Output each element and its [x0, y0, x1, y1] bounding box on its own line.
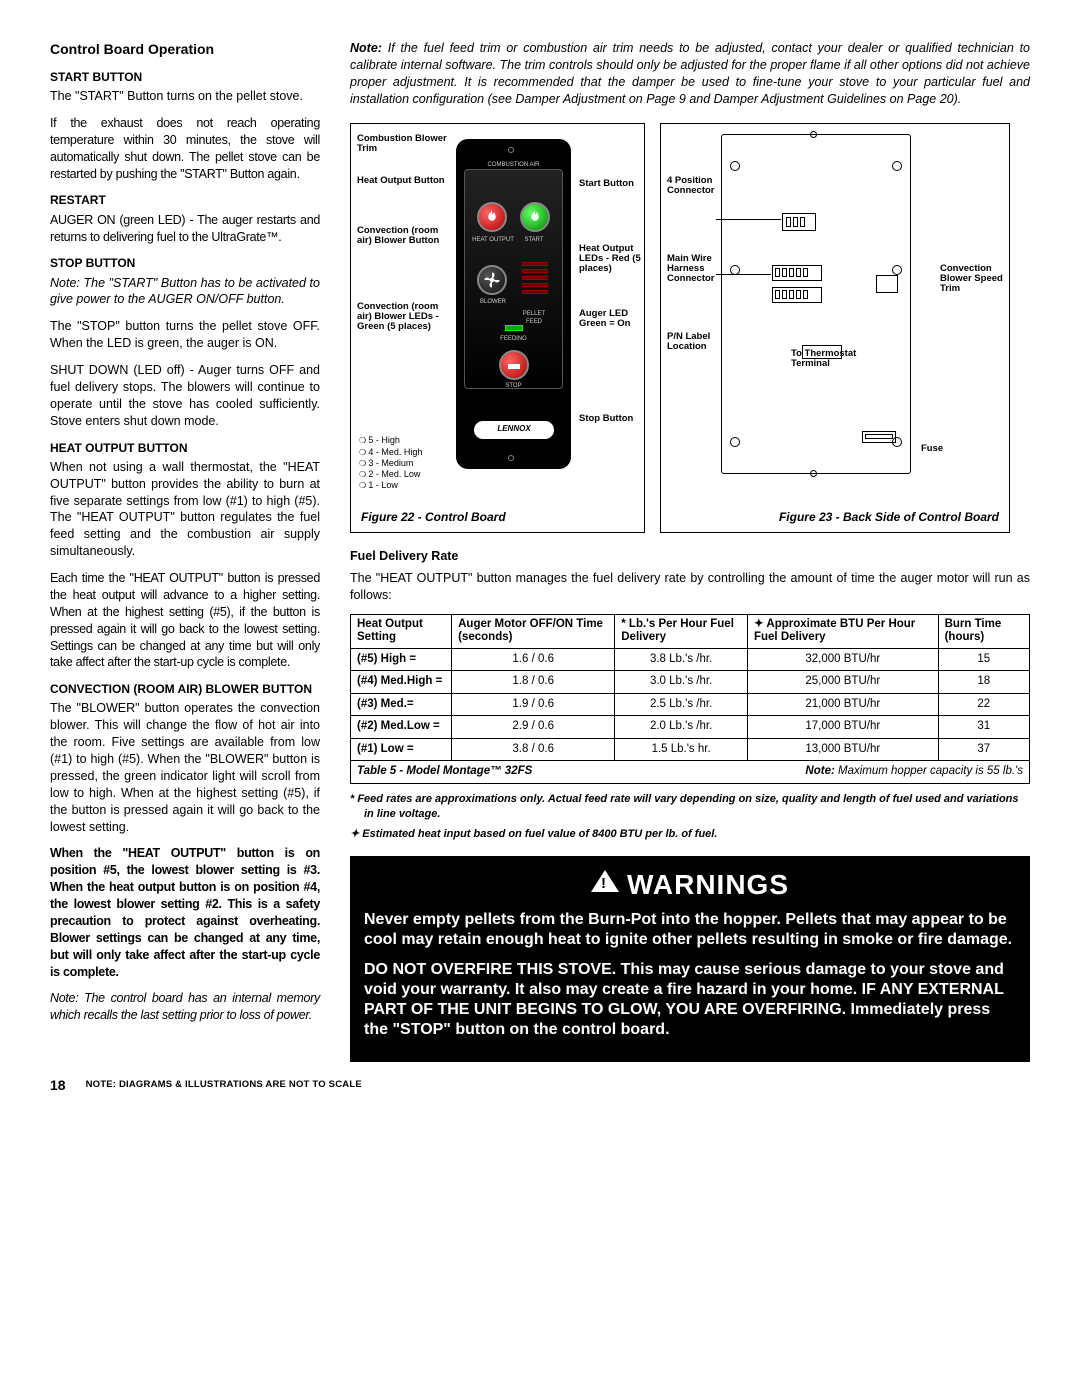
- blower-button-icon: [477, 265, 507, 295]
- fig22-label-auger: Auger LED Green = On: [579, 309, 639, 330]
- stop-p1: The "STOP" button turns the pellet stove…: [50, 318, 320, 352]
- pcb-outline: [721, 134, 911, 474]
- heat-p2: Each time the "HEAT OUTPUT" button is pr…: [50, 570, 320, 671]
- fig23-label-main: Main Wire Harness Connector: [667, 254, 722, 285]
- heat-p1: When not using a wall thermostat, the "H…: [50, 459, 320, 560]
- start-button-icon: [520, 202, 550, 232]
- fuel-table: Heat Output Setting Auger Motor OFF/ON T…: [350, 614, 1030, 761]
- page-number: 18: [50, 1076, 66, 1095]
- warnings-title: WARNINGS: [364, 866, 1016, 904]
- warnings-box: WARNINGS Never empty pellets from the Bu…: [350, 856, 1030, 1062]
- start-p1: The "START" Button turns on the pellet s…: [50, 88, 320, 105]
- warnings-p1: Never empty pellets from the Burn-Pot in…: [364, 910, 1016, 950]
- fig22-caption: Figure 22 - Control Board: [361, 509, 506, 525]
- lennox-logo: LENNOX: [474, 421, 554, 439]
- fig23-label-trim: Convection Blower Speed Trim: [940, 264, 1005, 295]
- table-footer: Table 5 - Model Montage™ 32FS Note: Maxi…: [350, 761, 1030, 784]
- stop-p2: SHUT DOWN (LED off) - Auger turns OFF an…: [50, 362, 320, 430]
- conv-heading: CONVECTION (ROOM AIR) BLOWER BUTTON: [50, 681, 320, 697]
- restart-heading: RESTART: [50, 192, 320, 208]
- fuel-heading: Fuel Delivery Rate: [350, 548, 1030, 565]
- top-note: Note: If the fuel feed trim or combustio…: [350, 40, 1030, 108]
- left-column: Control Board Operation START BUTTON The…: [50, 40, 320, 1062]
- warning-icon: [591, 870, 619, 892]
- page-footer: 18 NOTE: DIAGRAMS & ILLUSTRATIONS ARE NO…: [50, 1076, 1030, 1095]
- warnings-p2: DO NOT OVERFIRE THIS STOVE. This may cau…: [364, 960, 1016, 1040]
- start-p2: If the exhaust does not reach operating …: [50, 115, 320, 183]
- stop-note: Note: The "START" Button has to be activ…: [50, 275, 320, 309]
- conv-p1: The "BLOWER" button operates the convect…: [50, 700, 320, 835]
- figures-row: Combustion Blower Trim Heat Output Butto…: [350, 123, 1030, 533]
- section-title: Control Board Operation: [50, 40, 320, 59]
- stop-button-icon: [499, 350, 529, 380]
- fig23-label-fuse: Fuse: [921, 444, 943, 454]
- fig22-label-comb: Combustion Blower Trim: [357, 134, 447, 155]
- footnotes: * Feed rates are approximations only. Ac…: [350, 792, 1030, 843]
- footer-note: NOTE: DIAGRAMS & ILLUSTRATIONS ARE NOT T…: [86, 1079, 362, 1092]
- fig22-label-heat: Heat Output Button: [357, 176, 447, 186]
- fuel-p: The "HEAT OUTPUT" button manages the fue…: [350, 570, 1030, 604]
- stop-heading: STOP BUTTON: [50, 255, 320, 271]
- figure-22: Combustion Blower Trim Heat Output Butto…: [350, 123, 645, 533]
- fig23-label-4pos: 4 Position Connector: [667, 176, 722, 197]
- heat-heading: HEAT OUTPUT BUTTON: [50, 440, 320, 456]
- fig23-caption: Figure 23 - Back Side of Control Board: [779, 509, 999, 525]
- fig22-led-list: 5 - High 4 - Med. High 3 - Medium 2 - Me…: [359, 435, 422, 491]
- fig23-label-pn: P/N Label Location: [667, 332, 722, 353]
- fig22-label-heat-leds: Heat Output LEDs - Red (5 places): [579, 244, 644, 275]
- fig22-label-conv-leds: Convection (room air) Blower LEDs - Gree…: [357, 302, 447, 333]
- figure-23: 4 Position Connector Main Wire Harness C…: [660, 123, 1010, 533]
- control-board-face: COMBUSTION AIR HEAT OUTPUT START: [456, 139, 571, 469]
- fig22-label-conv-btn: Convection (room air) Blower Button: [357, 226, 447, 247]
- right-column: Note: If the fuel feed trim or combustio…: [350, 40, 1030, 1062]
- conv-note: Note: The control board has an internal …: [50, 990, 320, 1024]
- conv-bold: When the "HEAT OUTPUT" button is on posi…: [50, 845, 320, 980]
- fig22-label-stop: Stop Button: [579, 414, 639, 424]
- start-heading: START BUTTON: [50, 69, 320, 85]
- heat-output-button-icon: [477, 202, 507, 232]
- fig23-label-thermo: To Thermostat Terminal: [791, 349, 871, 370]
- fig22-label-start: Start Button: [579, 179, 639, 189]
- restart-p: AUGER ON (green LED) - The auger restart…: [50, 212, 320, 246]
